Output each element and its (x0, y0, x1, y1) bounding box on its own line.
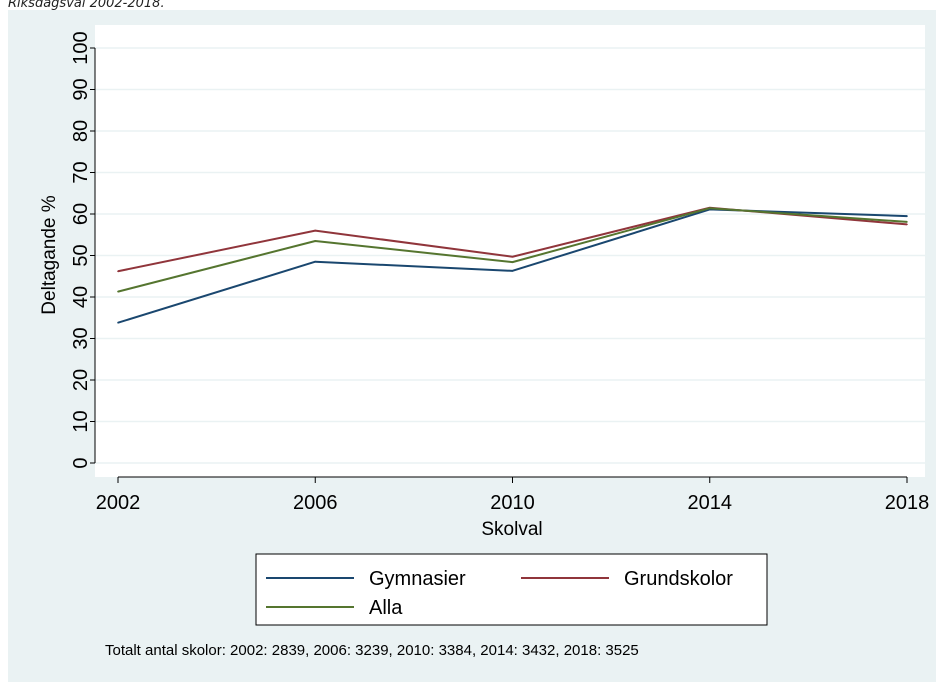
series-lines (117, 206, 908, 324)
data-point-alla-2002 (117, 290, 119, 293)
plot-area (95, 25, 925, 477)
x-tick-label-2018: 2018 (885, 492, 930, 514)
data-point-alla-2014 (708, 207, 711, 209)
x-tick-label-2002: 2002 (96, 492, 141, 514)
legend-box (255, 553, 768, 626)
data-point-grundskolor-2006 (314, 229, 317, 232)
y-tick-label-20: 20 (70, 369, 92, 391)
data-point-gymnasier-2006 (314, 260, 317, 263)
data-point-gymnasier-2010 (511, 270, 514, 272)
legend-label-grundskolor: Grundskolor (624, 568, 733, 590)
x-tick-label-2014: 2014 (688, 492, 733, 514)
y-tick-label-80: 80 (70, 120, 92, 142)
y-tick-label-70: 70 (70, 161, 92, 183)
y-tick-label-90: 90 (70, 78, 92, 100)
y-tick-label-40: 40 (70, 286, 92, 308)
data-point-grundskolor-2002 (117, 270, 119, 273)
data-point-gymnasier-2018 (906, 215, 908, 217)
y-axis-ticks: 0 10 20 30 40 50 60 70 80 90 100 (70, 31, 95, 469)
y-tick-label-50: 50 (70, 244, 92, 266)
data-point-grundskolor-2018 (906, 223, 908, 226)
legend: Gymnasier Grundskolor Alla (255, 553, 768, 626)
x-tick-label-2010: 2010 (490, 492, 535, 514)
data-point-alla-2010 (511, 261, 514, 263)
y-tick-label-60: 60 (70, 203, 92, 225)
y-tick-label-30: 30 (70, 327, 92, 349)
y-tick-label-100: 100 (70, 31, 92, 64)
x-tick-label-2006: 2006 (293, 492, 338, 514)
x-axis-ticks: 2002 2006 2010 2014 2018 (96, 477, 930, 514)
legend-label-gymnasier: Gymnasier (369, 568, 466, 590)
y-tick-label-0: 0 (70, 457, 92, 468)
figure-caption: Riksdagsval 2002-2018. (8, 0, 165, 11)
data-point-grundskolor-2010 (511, 255, 514, 258)
x-axis-title: Skolval (481, 519, 542, 540)
y-tick-label-10: 10 (70, 410, 92, 432)
chart-note: Totalt antal skolor: 2002: 2839, 2006: 3… (105, 642, 639, 659)
data-point-alla-2006 (314, 240, 317, 242)
legend-label-alla: Alla (369, 597, 403, 619)
data-point-gymnasier-2002 (117, 321, 119, 324)
y-axis-title: Deltagande % (39, 195, 60, 314)
data-point-alla-2018 (906, 221, 908, 223)
